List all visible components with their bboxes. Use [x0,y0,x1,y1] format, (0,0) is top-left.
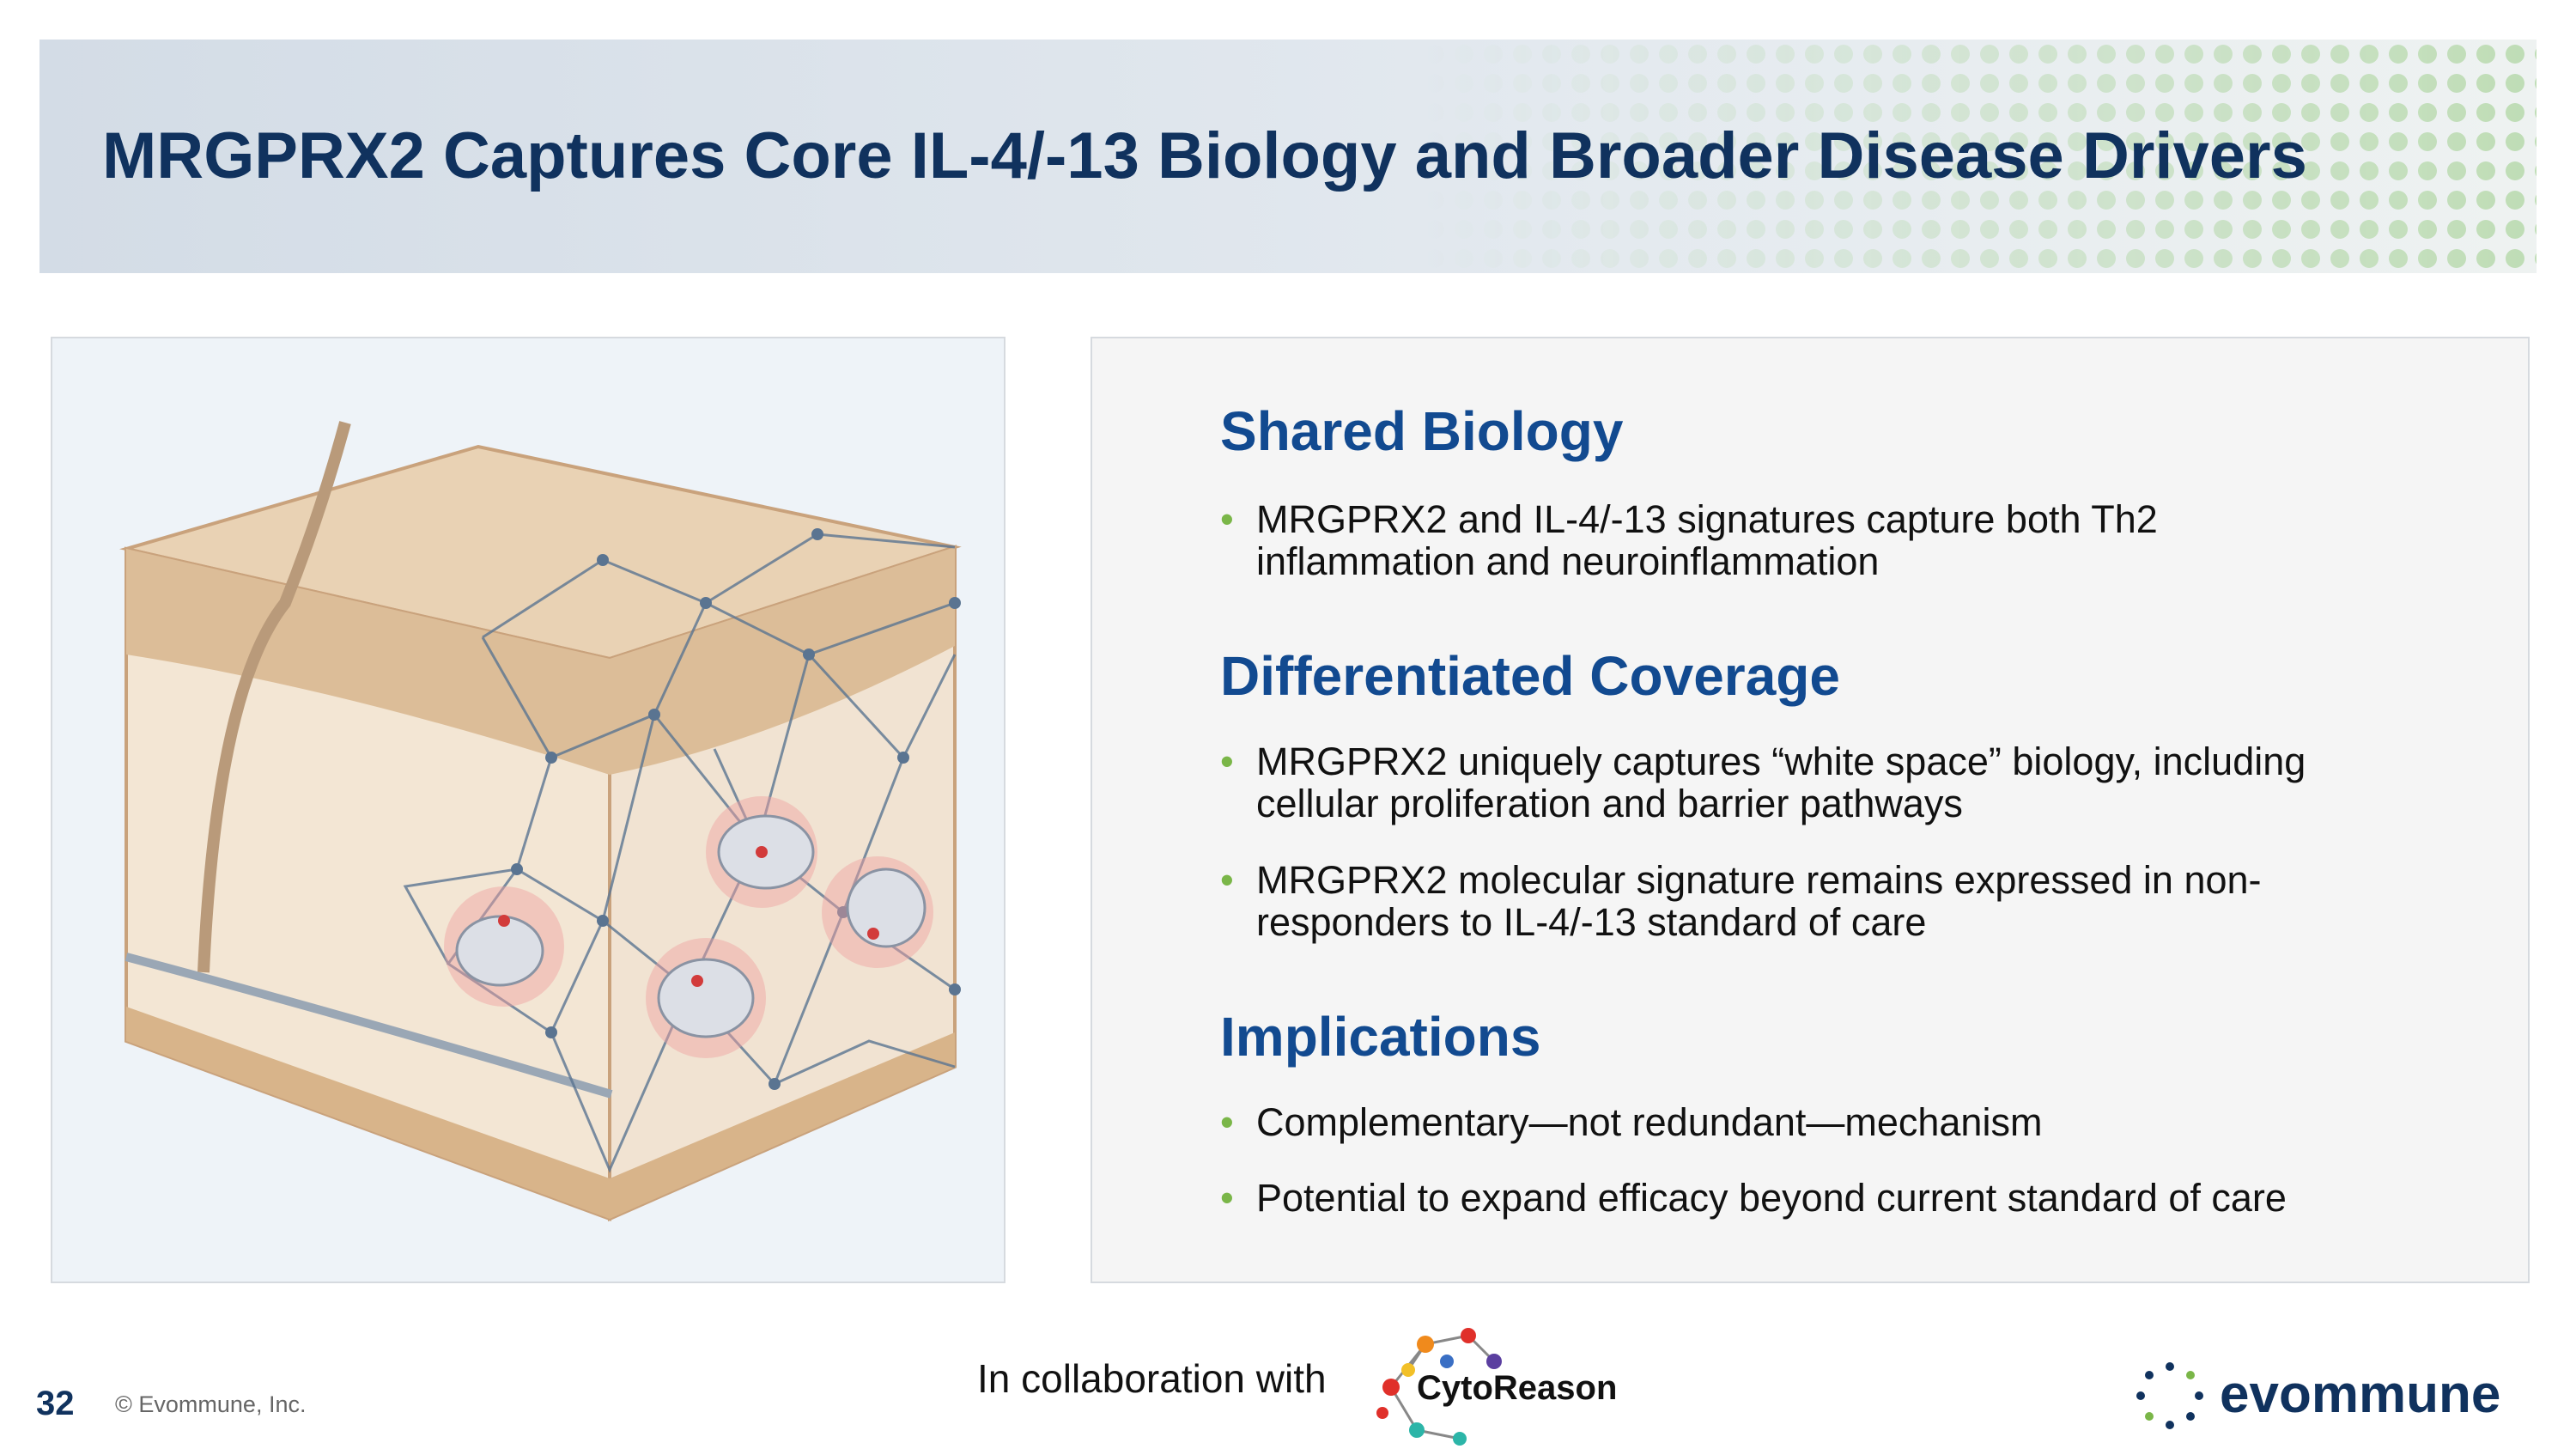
dot-pattern [1420,40,2537,273]
bullet: • Potential to expand efficacy beyond cur… [1220,1176,2372,1220]
bullet-dot: • [1220,858,1234,902]
slide-title: MRGPRX2 Captures Core IL-4/-13 Biology a… [102,119,2307,192]
partner-logo-mark [1376,1328,1502,1446]
company-logo-mark [2136,1362,2203,1429]
section-heading: Differentiated Coverage [1220,645,1840,707]
bullet-dot: • [1220,1176,1234,1220]
bullet-text: Potential to expand efficacy beyond curr… [1256,1176,2287,1220]
header-band: MRGPRX2 Captures Core IL-4/-13 Biology a… [39,40,2537,273]
bullet-text: MRGPRX2 uniquely captures “white space” … [1256,740,2306,825]
partner-logo: CytoReason [1417,1369,1618,1407]
skin-illustration [119,421,962,1222]
content-panel [1091,337,2530,1283]
bullet-text: Complementary—not redundant—mechanism [1256,1100,2043,1144]
bullet-dot: • [1220,497,1234,541]
bullet-dot: • [1220,1100,1234,1144]
collaboration-text: In collaboration with [977,1356,1327,1401]
section-heading: Shared Biology [1220,400,1624,462]
illustration-panel [51,337,1005,1283]
bullet: • Complementary—not redundant—mechanism [1220,1100,2372,1144]
bullet: • MRGPRX2 uniquely captures “white space”… [1220,740,2372,825]
copyright: © Evommune, Inc. [115,1391,307,1417]
company-logo: evommune [2220,1365,2501,1424]
page-number: 32 [36,1385,75,1422]
bullet: • MRGPRX2 molecular signature remains exp… [1220,858,2372,944]
bullet-text: MRGPRX2 and IL-4/-13 signatures capture … [1256,497,2158,583]
bullet: • MRGPRX2 and IL-4/-13 signatures capture… [1220,497,2372,583]
section-heading: Implications [1220,1006,1541,1068]
bullet-text: MRGPRX2 molecular signature remains expr… [1256,858,2262,944]
bullet-dot: • [1220,740,1234,783]
